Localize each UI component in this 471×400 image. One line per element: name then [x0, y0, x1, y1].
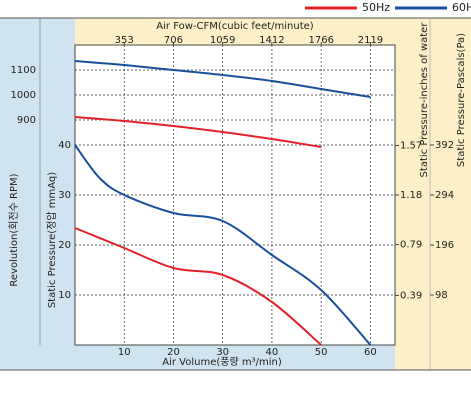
- x2-tick-label: 353: [115, 35, 134, 46]
- x-tick-label: 60: [364, 347, 377, 358]
- rpm-line: [74, 60, 371, 98]
- y-tick-label: 30: [58, 190, 71, 201]
- y4-tick-label: 1000: [11, 90, 36, 101]
- legend-label: 60Hz: [452, 1, 471, 14]
- x-tick-label: 20: [167, 347, 180, 358]
- x-tick-label: 40: [266, 347, 279, 358]
- pressure-line: [74, 227, 322, 346]
- y2-tick-label: 1.18: [400, 190, 422, 201]
- x-label: Air Volume(풍량 m³/min): [162, 356, 282, 368]
- x2-tick-label: 2119: [358, 35, 383, 46]
- y2-tick-label: 0.79: [400, 240, 422, 251]
- y2-tick-label: 0.39: [400, 290, 422, 301]
- y2-tick-label: 1.57: [400, 140, 422, 151]
- y3-tick-label: 392: [435, 140, 454, 151]
- x-tick-label: 10: [118, 347, 131, 358]
- y3-label: Static Pressure-Pascals(Pa): [456, 33, 467, 167]
- x-tick-label: 50: [315, 347, 328, 358]
- y3-tick-label: 98: [435, 290, 448, 301]
- legend-label: 50Hz: [362, 1, 390, 14]
- y3-tick-label: 294: [435, 190, 454, 201]
- right-panel: [395, 18, 471, 370]
- y4-label: Revolution(회전수 RPM): [8, 173, 20, 286]
- y2-label: Static Pressure-inches of water: [419, 22, 430, 178]
- y-tick-label: 10: [58, 290, 71, 301]
- y-tick-label: 40: [58, 140, 71, 151]
- x2-tick-label: 1412: [259, 35, 284, 46]
- x2-tick-label: 706: [164, 35, 183, 46]
- y4-tick-label: 1100: [11, 65, 36, 76]
- rpm-line: [74, 116, 322, 148]
- y4-tick-label: 900: [17, 115, 36, 126]
- x2-tick-label: 1059: [210, 35, 235, 46]
- x2-tick-label: 1766: [309, 35, 334, 46]
- y-label: Static Pressure(정압 mmAq): [45, 172, 58, 308]
- x-tick-label: 30: [216, 347, 229, 358]
- x2-label: Air Fow-CFM(cubic feet/minute): [156, 21, 313, 32]
- top-panel: [75, 18, 395, 45]
- y-tick-label: 20: [58, 240, 71, 251]
- left-panel: [0, 18, 75, 370]
- bottom-panel: [0, 345, 395, 370]
- pressure-line: [74, 144, 372, 346]
- y3-tick-label: 196: [435, 240, 454, 251]
